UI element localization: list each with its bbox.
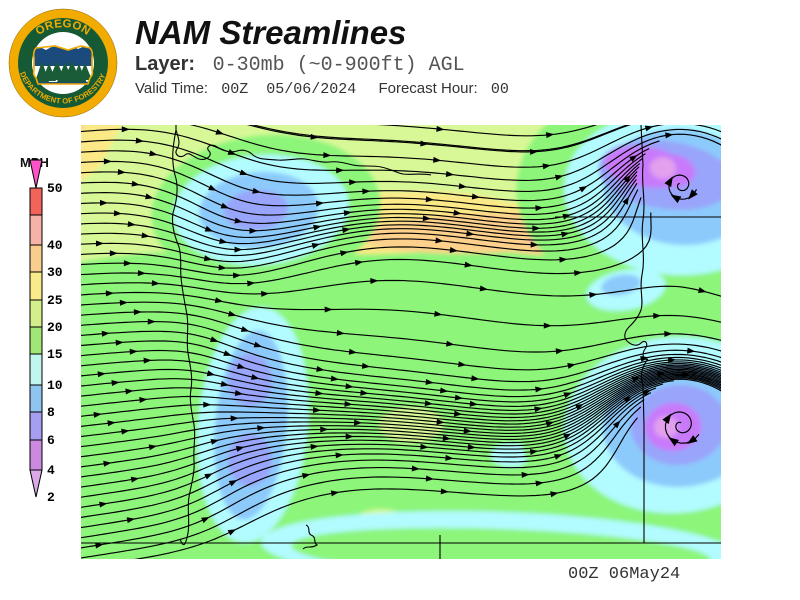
svg-text:4: 4: [47, 463, 55, 478]
svg-text:40: 40: [47, 238, 63, 253]
svg-text:50: 50: [47, 181, 63, 196]
svg-text:25: 25: [47, 293, 63, 308]
svg-text:6: 6: [47, 433, 55, 448]
svg-text:15: 15: [47, 347, 63, 362]
svg-text:10: 10: [47, 378, 63, 393]
svg-text:20: 20: [47, 320, 63, 335]
svg-text:30: 30: [47, 265, 63, 280]
svg-text:8: 8: [47, 405, 55, 420]
svg-text:2: 2: [47, 490, 55, 505]
